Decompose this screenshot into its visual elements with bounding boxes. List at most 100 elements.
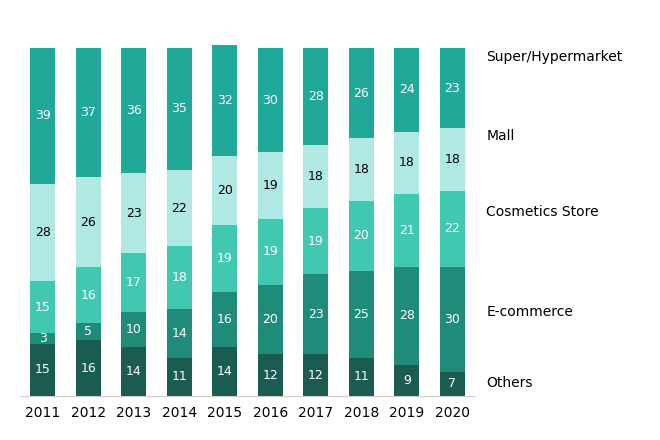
- Text: 23: 23: [308, 308, 323, 321]
- Bar: [213, 292, 237, 347]
- Bar: [258, 48, 282, 152]
- Text: 21: 21: [399, 224, 414, 237]
- Text: Cosmetics Store: Cosmetics Store: [486, 205, 599, 219]
- Bar: [304, 354, 328, 396]
- Bar: [121, 347, 146, 396]
- Text: 16: 16: [217, 313, 232, 326]
- Text: 18: 18: [444, 153, 461, 166]
- Bar: [349, 358, 374, 396]
- Bar: [395, 132, 419, 194]
- Text: 15: 15: [34, 301, 51, 314]
- Bar: [76, 267, 100, 323]
- Bar: [76, 323, 100, 340]
- Bar: [304, 48, 328, 146]
- Text: 25: 25: [353, 308, 370, 321]
- Text: 39: 39: [35, 110, 50, 122]
- Text: 28: 28: [399, 309, 415, 323]
- Bar: [213, 225, 237, 292]
- Text: 18: 18: [353, 163, 370, 176]
- Bar: [167, 48, 191, 170]
- Bar: [304, 146, 328, 208]
- Text: 37: 37: [80, 106, 96, 119]
- Text: 20: 20: [216, 184, 233, 197]
- Bar: [349, 201, 374, 271]
- Text: 19: 19: [263, 179, 278, 192]
- Text: 11: 11: [172, 370, 187, 383]
- Bar: [30, 334, 55, 344]
- Text: 14: 14: [217, 365, 232, 378]
- Bar: [349, 271, 374, 358]
- Text: 32: 32: [217, 94, 232, 107]
- Text: 22: 22: [172, 202, 187, 215]
- Bar: [304, 274, 328, 354]
- Text: 14: 14: [126, 365, 141, 378]
- Text: 30: 30: [262, 94, 279, 107]
- Bar: [121, 312, 146, 347]
- Bar: [304, 208, 328, 274]
- Text: 18: 18: [171, 271, 187, 284]
- Text: 12: 12: [308, 369, 323, 381]
- Text: 19: 19: [217, 252, 232, 265]
- Text: 23: 23: [126, 207, 141, 220]
- Text: E-commerce: E-commerce: [486, 305, 573, 319]
- Text: 10: 10: [125, 323, 142, 336]
- Bar: [167, 246, 191, 309]
- Text: Mall: Mall: [486, 128, 515, 143]
- Bar: [395, 267, 419, 365]
- Text: 20: 20: [262, 313, 279, 326]
- Bar: [213, 347, 237, 396]
- Text: 22: 22: [445, 223, 460, 235]
- Bar: [349, 139, 374, 201]
- Bar: [440, 372, 465, 396]
- Bar: [440, 128, 465, 191]
- Bar: [167, 309, 191, 358]
- Text: 19: 19: [263, 245, 278, 258]
- Bar: [258, 219, 282, 285]
- Text: 23: 23: [445, 81, 460, 95]
- Bar: [167, 358, 191, 396]
- Bar: [121, 48, 146, 173]
- Text: 28: 28: [308, 90, 324, 103]
- Bar: [258, 152, 282, 219]
- Text: 20: 20: [353, 229, 370, 242]
- Text: 14: 14: [172, 327, 187, 340]
- Text: 16: 16: [81, 362, 96, 375]
- Bar: [395, 365, 419, 396]
- Text: 5: 5: [84, 325, 92, 338]
- Text: 19: 19: [308, 235, 323, 248]
- Bar: [167, 170, 191, 246]
- Text: 18: 18: [308, 170, 324, 183]
- Text: 15: 15: [34, 363, 51, 376]
- Bar: [121, 253, 146, 312]
- Bar: [121, 173, 146, 253]
- Text: 26: 26: [81, 216, 96, 228]
- Bar: [30, 184, 55, 281]
- Bar: [76, 48, 100, 177]
- Bar: [213, 44, 237, 156]
- Bar: [440, 191, 465, 267]
- Text: 16: 16: [81, 289, 96, 301]
- Text: 36: 36: [126, 104, 141, 117]
- Bar: [258, 354, 282, 396]
- Text: 35: 35: [171, 103, 187, 115]
- Bar: [395, 194, 419, 267]
- Text: 12: 12: [263, 369, 278, 381]
- Bar: [440, 267, 465, 372]
- Bar: [76, 340, 100, 396]
- Bar: [76, 177, 100, 267]
- Bar: [30, 48, 55, 184]
- Text: 9: 9: [403, 374, 411, 387]
- Bar: [395, 48, 419, 132]
- Bar: [440, 48, 465, 128]
- Bar: [349, 48, 374, 139]
- Text: Super/Hypermarket: Super/Hypermarket: [486, 50, 622, 64]
- Text: 7: 7: [448, 378, 457, 390]
- Bar: [258, 285, 282, 354]
- Text: 18: 18: [399, 156, 415, 169]
- Bar: [30, 344, 55, 396]
- Text: 28: 28: [34, 226, 51, 239]
- Bar: [30, 281, 55, 334]
- Text: 11: 11: [354, 370, 369, 383]
- Text: 26: 26: [354, 87, 369, 100]
- Text: 24: 24: [399, 83, 414, 96]
